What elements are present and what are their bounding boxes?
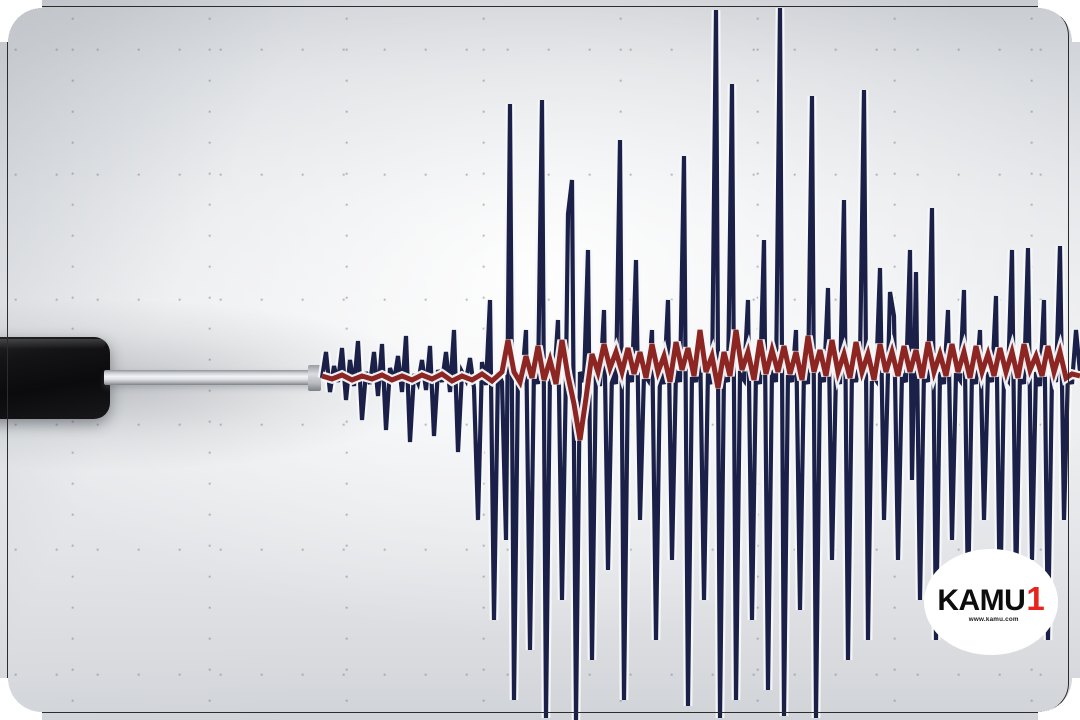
trace-red-group: [320, 329, 1080, 441]
watermark-brand-text: KAMU: [937, 583, 1026, 617]
seismograph-needle-arm: [104, 370, 314, 385]
seismograph-pen-tip: [308, 365, 321, 391]
secondary-wave-red-trace: [321, 329, 1080, 441]
primary-wave-navy-trace: [319, 7, 1080, 720]
trace-navy-group: [317, 7, 1080, 720]
watermark-accent-digit: 1: [1026, 579, 1045, 617]
watermark-url-text: www.kamu.com: [969, 616, 1019, 623]
watermark-wordmark: KAMU 1: [937, 582, 1044, 616]
seismograph-body: [0, 337, 110, 419]
kamu1-watermark-badge[interactable]: KAMU 1 www.kamu.com: [924, 549, 1058, 655]
